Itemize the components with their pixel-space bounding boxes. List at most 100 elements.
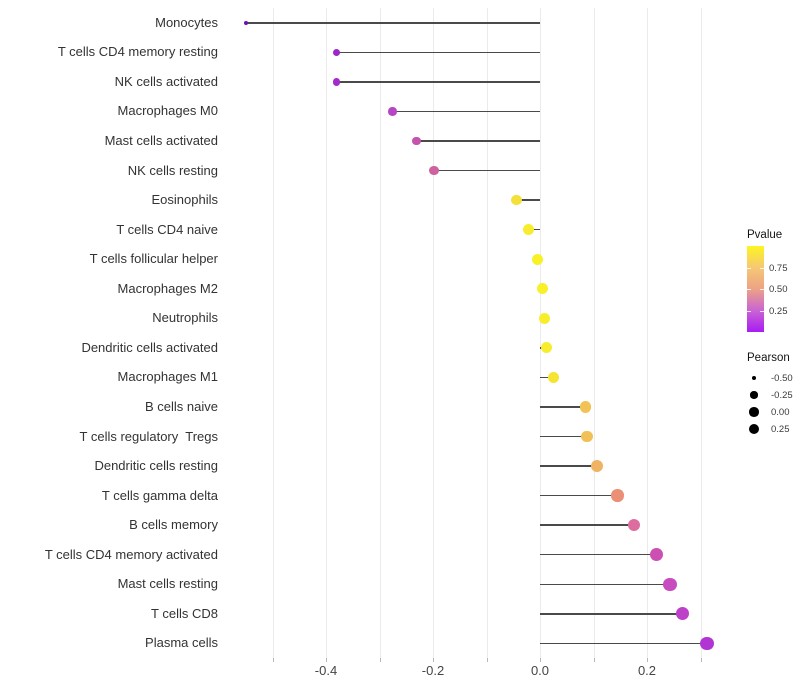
lollipop-stick [516,199,540,201]
lollipop-stick [336,51,540,54]
pvalue-tick-mark [747,267,751,269]
y-category-label: T cells CD4 naive [116,221,218,237]
lollipop-stick [540,613,683,615]
pearson-legend-label: -0.50 [771,373,793,384]
lollipop-stick [528,228,540,231]
x-axis-tick [433,658,434,662]
gridline [272,8,274,658]
lollipop-stick [540,465,597,467]
lollipop-stick [540,583,670,585]
y-category-label: Macrophages M1 [117,369,218,385]
lollipop-dot [243,20,248,26]
gridline [379,8,381,658]
pearson-legend-dot [750,391,758,399]
x-axis-tick [486,658,488,662]
lollipop-dot [581,430,594,443]
x-tick-label: 0.0 [530,663,550,678]
lollipop-dot [388,107,397,116]
pearson-legend-dot [748,423,760,435]
pvalue-legend-title: Pvalue [747,229,783,241]
y-category-label: T cells follicular helper [89,251,218,267]
lollipop-dot [511,194,522,206]
lollipop-stick [416,140,540,142]
x-tick-label: -0.4 [314,663,338,678]
y-category-label: Dendritic cells activated [81,339,218,355]
y-category-label: Neutrophils [152,310,218,326]
pearson-legend-label: 0.00 [771,407,790,418]
gridline [433,8,434,658]
pearson-legend-label: 0.25 [771,424,790,435]
y-category-label: T cells gamma delta [101,487,218,503]
lollipop-dot [332,48,340,56]
y-category-label: Dendritic cells resting [94,458,218,474]
gridline [700,8,702,658]
gridline [593,8,595,658]
y-category-label: T cells CD4 memory resting [57,44,218,60]
lollipop-dot [590,460,603,473]
lollipop-dot [333,78,341,86]
x-axis-tick [326,658,327,662]
gridline [540,8,541,658]
y-category-label: T cells regulatory Tregs [79,428,218,444]
x-axis-tick [647,658,648,662]
x-axis-tick [700,658,702,662]
x-tick-label: -0.2 [421,663,445,678]
pvalue-colorbar [747,246,764,332]
pearson-legend-label: -0.25 [771,390,793,401]
y-category-label: T cells CD4 memory activated [44,546,218,562]
lollipop-dot [540,342,553,354]
lollipop-dot [547,371,560,384]
y-category-label: T cells CD8 [151,605,218,621]
lollipop-stick [245,22,540,24]
gridline [326,8,327,658]
y-category-label: B cells memory [129,517,218,533]
pvalue-tick-mark [760,267,764,269]
x-tick-label: 0.2 [637,663,657,678]
lollipop-dot [429,165,439,176]
x-axis-tick [272,658,274,662]
pearson-legend-dot [751,375,757,381]
y-category-label: Macrophages M2 [117,280,218,296]
lollipop-stick [434,169,540,172]
pvalue-tick-mark [760,289,764,290]
lollipop-stick [540,642,707,645]
pearson-legend-dot [749,407,759,417]
lollipop-dot [538,312,550,324]
lollipop-dot [523,224,535,236]
y-category-label: Monocytes [155,14,218,30]
lollipop-dot [663,577,677,591]
lollipop-stick [540,435,588,438]
y-category-label: Macrophages M0 [117,103,218,119]
lollipop-dot [675,607,689,621]
x-axis-tick [540,658,541,662]
lollipop-stick [540,494,618,497]
pvalue-tick-mark [747,310,751,312]
lollipop-dot [536,283,548,295]
lollipop-dot [650,548,664,562]
gridline [486,8,488,658]
lollipop-stick [336,81,540,83]
lollipop-stick [540,406,586,408]
lollipop-stick [392,110,540,113]
gridline [647,8,648,658]
pvalue-tick-label: 0.25 [769,305,788,317]
lollipop-stick [540,524,635,526]
x-axis-tick [593,658,595,662]
pvalue-tick-label: 0.50 [769,284,788,295]
x-axis-tick [379,658,381,662]
pvalue-tick-label: 0.75 [769,262,788,274]
lollipop-dot [627,518,641,532]
lollipop-stick [540,553,657,556]
y-category-label: NK cells resting [127,162,218,178]
lollipop-dot [579,401,592,413]
lollipop-dot [531,253,543,265]
pearson-legend-title: Pearson [747,352,790,364]
y-category-label: NK cells activated [114,73,218,89]
lollipop-dot [700,636,714,651]
y-category-label: Plasma cells [145,635,218,651]
pvalue-tick-mark [747,289,751,290]
lollipop-dot [411,136,421,146]
pvalue-tick-mark [760,310,764,312]
y-category-label: Mast cells activated [104,133,218,148]
